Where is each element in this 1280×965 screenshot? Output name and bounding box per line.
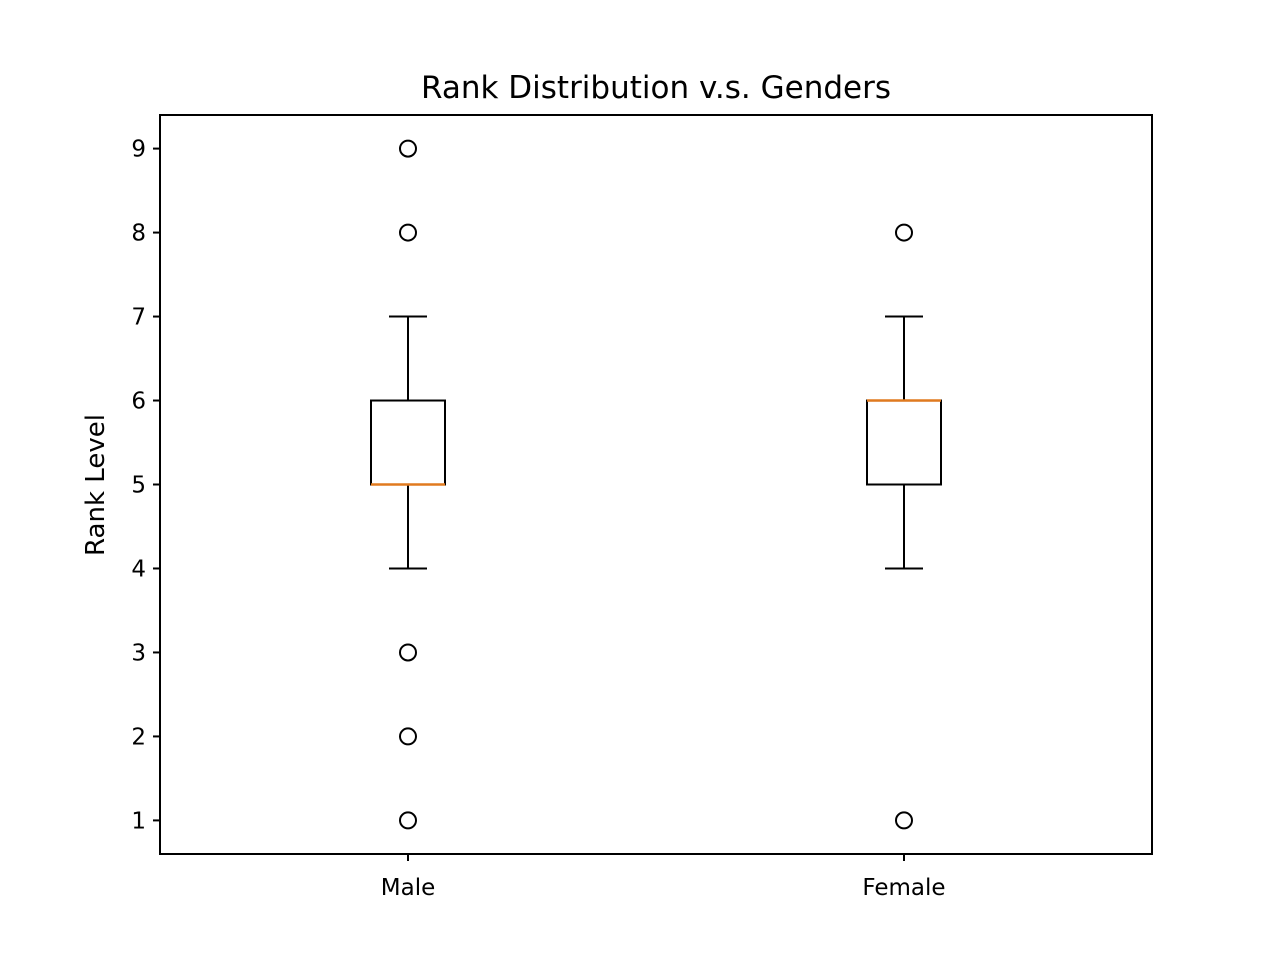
outlier-point <box>399 223 417 242</box>
outlier-point <box>399 139 417 158</box>
outlier-point <box>399 727 417 746</box>
outlier-point <box>895 223 913 242</box>
y-tick-label: 7 <box>131 305 146 331</box>
x-tick-label: Male <box>381 875 435 901</box>
y-tick-label: 3 <box>131 640 146 666</box>
plot-area: 1 2 3 4 5 6 7 8 9 Male Female <box>131 114 1153 901</box>
y-tick-label: 5 <box>131 473 146 499</box>
y-tick-label: 1 <box>131 808 146 834</box>
chart-title: Rank Distribution v.s. Genders <box>421 70 891 106</box>
y-axis-label: Rank Level <box>81 414 111 556</box>
y-tick-label: 2 <box>131 724 146 750</box>
outlier-point <box>399 643 417 662</box>
y-tick-label: 8 <box>131 221 146 247</box>
y-tick-label: 9 <box>131 137 146 163</box>
x-tick-label: Female <box>862 875 945 901</box>
y-tick-label: 4 <box>131 556 146 582</box>
y-tick-label: 6 <box>131 389 146 415</box>
outlier-point <box>895 811 913 830</box>
outlier-point <box>399 811 417 830</box>
